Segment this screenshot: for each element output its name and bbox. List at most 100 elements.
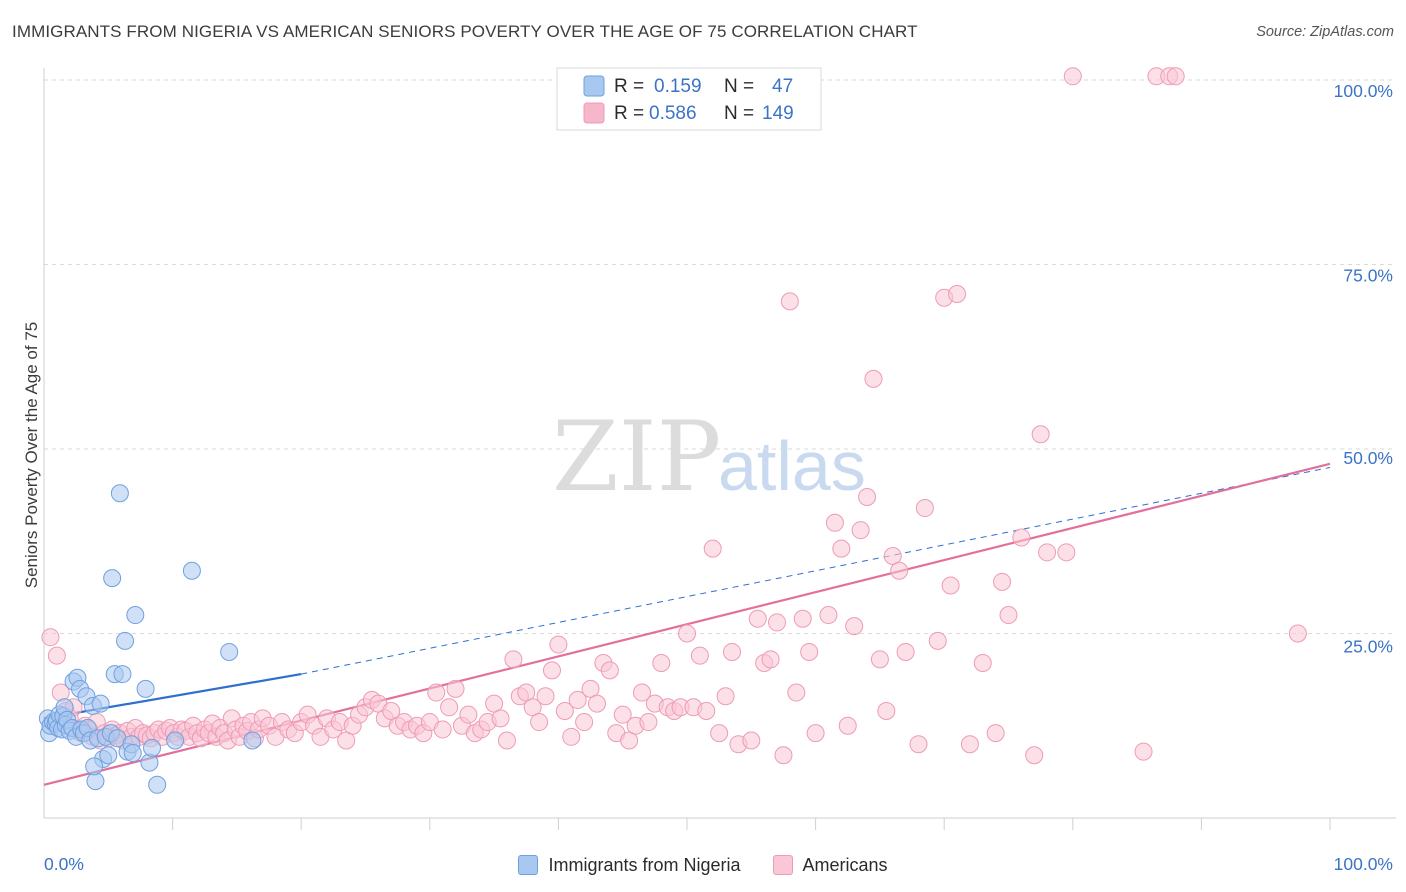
point-americans-1 <box>47 646 66 665</box>
point-nigeria-50 <box>85 757 104 776</box>
point-americans-167 <box>1038 543 1057 562</box>
point-americans-166 <box>1031 425 1050 444</box>
point-americans-98 <box>536 687 555 706</box>
legend-swatch-americans-bottom <box>772 855 793 875</box>
point-americans-152 <box>896 642 915 661</box>
point-americans-127 <box>723 642 742 661</box>
point-americans-165 <box>1025 746 1044 765</box>
point-americans-143 <box>838 716 857 735</box>
point-americans-148 <box>870 650 889 669</box>
point-nigeria-48 <box>243 731 262 750</box>
legend-item-americans: Americans <box>772 854 888 876</box>
point-americans-160 <box>973 654 992 673</box>
point-americans-124 <box>703 539 722 558</box>
point-nigeria-43 <box>143 738 162 757</box>
source-credit: Source: ZipAtlas.com <box>1256 24 1394 40</box>
point-americans-97 <box>530 713 549 732</box>
point-americans-123 <box>697 701 716 720</box>
point-americans-132 <box>761 650 780 669</box>
point-americans-137 <box>793 609 812 628</box>
point-americans-102 <box>562 727 581 746</box>
y-tick-label-50: 50.0% <box>1343 448 1393 468</box>
point-americans-146 <box>858 487 877 506</box>
point-nigeria-44 <box>148 775 167 794</box>
point-americans-122 <box>690 646 709 665</box>
point-americans-86 <box>459 705 478 724</box>
trendline-nigeria-dashed <box>301 466 1331 675</box>
point-americans-142 <box>832 539 851 558</box>
point-americans-134 <box>774 746 793 765</box>
point-americans-126 <box>716 687 735 706</box>
series-immigrants-from-nigeria <box>38 484 262 794</box>
point-americans-116 <box>652 654 671 673</box>
point-americans-149 <box>877 701 896 720</box>
point-americans-138 <box>800 642 819 661</box>
y-axis-tick-labels: 25.0% 50.0% 75.0% 100.0% <box>1334 81 1393 657</box>
legend-item-nigeria: Immigrants from Nigeria <box>518 854 741 876</box>
x-axis-ticks <box>172 818 1331 830</box>
point-americans-81 <box>427 683 446 702</box>
legend-swatch-americans <box>583 102 605 124</box>
point-americans-110 <box>613 705 632 724</box>
point-americans-100 <box>549 635 568 654</box>
point-americans-113 <box>632 683 651 702</box>
y-tick-label-100: 100.0% <box>1334 81 1393 101</box>
point-americans-83 <box>440 698 459 717</box>
point-americans-101 <box>555 701 574 720</box>
point-americans-136 <box>787 683 806 702</box>
y-tick-label-75: 75.0% <box>1343 266 1393 286</box>
watermark: ZIP atlas <box>552 401 866 513</box>
point-nigeria-37 <box>116 631 135 650</box>
legend-label-americans: Americans <box>802 854 888 875</box>
legend-r-label-nigeria: R = <box>614 76 644 97</box>
point-nigeria-32 <box>103 569 122 588</box>
point-americans-144 <box>845 617 864 636</box>
legend-label-nigeria: Immigrants from Nigeria <box>548 854 741 875</box>
point-nigeria-40 <box>126 606 145 625</box>
legend-swatch-nigeria <box>583 75 605 97</box>
point-nigeria-47 <box>220 642 239 661</box>
y-axis-label: Seniors Poverty Over the Age of 75 <box>22 322 41 588</box>
point-americans-145 <box>851 521 870 540</box>
y-tick-label-25: 25.0% <box>1343 637 1393 657</box>
point-americans-140 <box>819 606 838 625</box>
point-americans-157 <box>941 576 960 595</box>
point-nigeria-41 <box>136 679 155 698</box>
point-americans-106 <box>587 694 606 713</box>
point-nigeria-46 <box>182 561 201 580</box>
point-americans-125 <box>710 724 729 743</box>
x-tick-label-max: 100.0% <box>1334 854 1393 874</box>
point-americans-174 <box>1288 624 1307 643</box>
point-americans-129 <box>742 731 761 750</box>
point-americans-82 <box>433 720 452 739</box>
stats-legend: R = 0.159 N = 47 R = 0.586 N = 149 <box>556 67 822 131</box>
point-americans-103 <box>568 690 587 709</box>
point-nigeria-35 <box>110 484 129 503</box>
series-americans <box>41 67 1307 765</box>
point-americans-108 <box>600 661 619 680</box>
point-americans-135 <box>780 292 799 311</box>
point-americans-120 <box>678 624 696 643</box>
point-americans-169 <box>1063 67 1082 86</box>
point-americans-133 <box>768 613 787 632</box>
point-americans-163 <box>999 606 1018 625</box>
point-americans-154 <box>915 499 934 518</box>
legend-r-label-americans: R = <box>614 103 644 124</box>
point-americans-84 <box>446 679 465 698</box>
point-nigeria-27 <box>91 694 110 713</box>
point-nigeria-49 <box>123 744 142 763</box>
legend-swatch-nigeria-bottom <box>518 855 539 875</box>
watermark-zip: ZIP <box>552 401 721 513</box>
point-americans-161 <box>986 724 1005 743</box>
point-americans-151 <box>890 561 909 580</box>
point-americans-0 <box>41 628 60 647</box>
series-legend: Immigrants from Nigeria Americans <box>0 850 1406 880</box>
point-americans-91 <box>491 709 510 728</box>
point-nigeria-30 <box>99 746 118 765</box>
legend-n-value-americans: 149 <box>762 103 794 124</box>
point-americans-168 <box>1057 543 1076 562</box>
point-americans-173 <box>1166 67 1185 86</box>
x-tick-label-min: 0.0% <box>44 854 84 874</box>
point-americans-99 <box>542 661 561 680</box>
